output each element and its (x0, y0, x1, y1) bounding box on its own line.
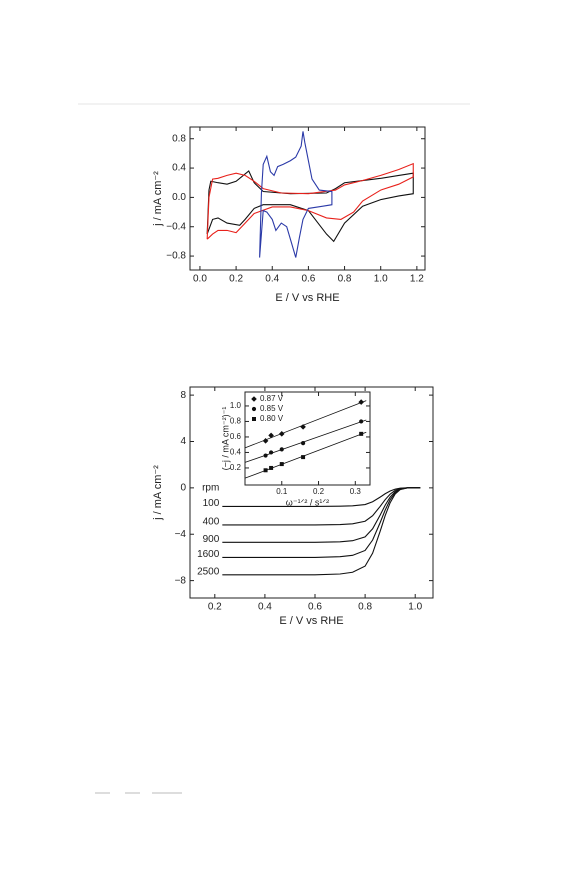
y-tick-label: 0.2 (230, 463, 242, 472)
y-tick-label: 0.8 (172, 133, 186, 144)
x-tick-label: 0.3 (350, 487, 362, 496)
y-tick-label: 0.4 (230, 448, 242, 457)
data-point (358, 399, 364, 405)
x-tick-label: 0.4 (258, 602, 272, 613)
data-point (263, 453, 268, 458)
data-point (279, 447, 284, 452)
x-tick-label: 0.8 (338, 274, 352, 285)
data-point (269, 465, 274, 470)
legend-label: 0.85 V (260, 404, 284, 413)
y-tick-label: 1.0 (230, 401, 242, 410)
data-line (259, 131, 333, 258)
y-axis-label: (−j / mA cm⁻²)⁻¹ (220, 407, 230, 471)
x-tick-label: 0.2 (229, 274, 243, 285)
y-tick-label: 0.4 (172, 163, 186, 174)
legend-marker (251, 406, 257, 412)
data-point (268, 432, 274, 439)
data-point (300, 424, 306, 430)
y-axis-label: j / mA cm⁻² (152, 171, 164, 227)
x-tick-label: 1.2 (410, 274, 424, 285)
series-label: 100 (203, 498, 220, 509)
x-tick-label: 1.0 (374, 274, 388, 285)
x-tick-label: 0.6 (308, 602, 322, 613)
legend-marker (251, 396, 257, 402)
x-tick-label: 0.8 (358, 602, 372, 613)
x-tick-label: 0.2 (208, 602, 222, 613)
data-point (279, 462, 284, 467)
series-label: 1600 (197, 549, 220, 560)
data-point (300, 441, 306, 446)
annotation: rpm (202, 483, 219, 494)
x-tick-label: 1.0 (408, 602, 422, 613)
y-tick-label: 0.6 (230, 432, 242, 441)
y-tick-label: 8 (180, 390, 186, 401)
data-point (262, 438, 269, 444)
data-point (301, 455, 306, 460)
x-axis-label: E / V vs RHE (279, 615, 343, 627)
y-tick-label: 0.0 (172, 192, 186, 203)
x-tick-label: 0.4 (265, 274, 279, 285)
x-axis-label: ω⁻¹ᐟ² / s¹ᐟ² (286, 497, 329, 507)
plot-frame (189, 126, 426, 271)
y-axis-label: j / mA cm⁻² (152, 465, 164, 521)
data-point (278, 431, 285, 437)
series-label: 400 (203, 517, 220, 528)
x-tick-label: 0.1 (276, 487, 288, 496)
series-label: 2500 (197, 566, 220, 577)
legend-label: 0.80 V (260, 414, 284, 423)
data-point (263, 468, 268, 473)
plot-frame (189, 386, 434, 599)
series-label: 900 (203, 534, 220, 545)
legend-marker (252, 417, 256, 421)
plot-frame (244, 391, 371, 486)
data-point (359, 419, 364, 424)
y-tick-label: −0.4 (166, 221, 186, 232)
y-tick-label: −8 (175, 575, 187, 586)
data-point (359, 431, 364, 436)
y-tick-label: −0.8 (166, 251, 186, 262)
data-line (222, 487, 421, 576)
y-tick-label: 0.8 (230, 417, 242, 426)
data-line (206, 162, 414, 240)
x-tick-label: 0.2 (313, 487, 325, 496)
y-tick-label: −4 (175, 529, 187, 540)
x-tick-label: 0.6 (301, 274, 315, 285)
x-axis-label: E / V vs RHE (275, 292, 339, 304)
y-tick-label: 4 (180, 436, 186, 447)
legend-label: 0.87 V (260, 394, 284, 403)
y-tick-label: 0 (180, 483, 186, 494)
x-tick-label: 0.0 (193, 274, 207, 285)
data-point (269, 450, 274, 455)
